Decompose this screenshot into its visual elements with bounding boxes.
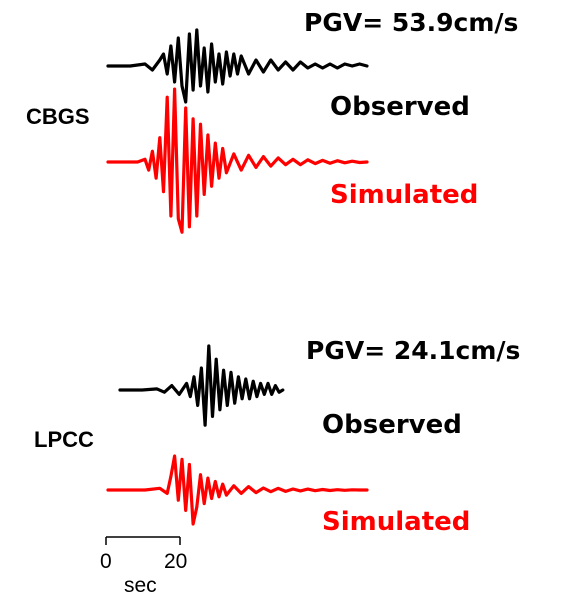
observed-label-lpcc: Observed [322, 410, 462, 440]
time-scale-bar [105, 536, 181, 545]
simulated-label-lpcc: Simulated [322, 507, 471, 537]
trace-cbgs-observed [106, 28, 369, 104]
trace-lpcc-simulated [106, 454, 369, 526]
observed-label-cbgs: Observed [330, 92, 470, 122]
simulated-label-cbgs: Simulated [330, 180, 479, 210]
pgv-label-lpcc: PGV= 24.1cm/s [306, 336, 521, 365]
station-label-cbgs: CBGS [26, 104, 90, 129]
scale-bar-start-label: 0 [100, 550, 112, 573]
scale-bar-unit-label: sec [124, 574, 157, 597]
trace-lpcc-observed [118, 344, 285, 427]
scale-bar-end-label: 20 [164, 550, 188, 573]
station-label-lpcc: LPCC [34, 427, 94, 452]
trace-cbgs-simulated [106, 87, 369, 234]
trace-layer [106, 28, 369, 526]
pgv-label-cbgs: PGV= 53.9cm/s [304, 8, 519, 37]
